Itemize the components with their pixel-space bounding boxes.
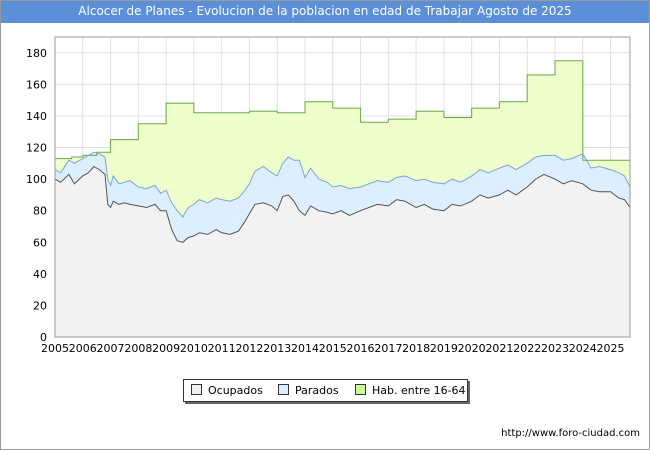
x-tick-label-2012: 2012 bbox=[235, 342, 263, 355]
y-tick-label-80: 80 bbox=[33, 205, 47, 218]
x-tick-label-2018: 2018 bbox=[402, 342, 430, 355]
y-tick-label-120: 120 bbox=[26, 142, 47, 155]
title-bar: Alcocer de Planes - Evolucion de la pobl… bbox=[1, 1, 649, 23]
y-tick-label-160: 160 bbox=[26, 78, 47, 91]
x-tick-label-2021: 2021 bbox=[485, 342, 513, 355]
legend-item-ocupados: Ocupados bbox=[191, 384, 263, 397]
legend-swatch-parados bbox=[278, 384, 289, 395]
x-tick-label-2022: 2022 bbox=[513, 342, 541, 355]
x-tick-label-2006: 2006 bbox=[69, 342, 97, 355]
y-tick-label-100: 100 bbox=[26, 173, 47, 186]
legend-label-parados: Parados bbox=[295, 384, 339, 397]
x-tick-label-2017: 2017 bbox=[374, 342, 402, 355]
legend-item-parados: Parados bbox=[278, 384, 339, 397]
y-tick-label-140: 140 bbox=[26, 110, 47, 123]
x-tick-label-2023: 2023 bbox=[541, 342, 569, 355]
legend-swatch-ocupados bbox=[191, 384, 202, 395]
x-tick-label-2015: 2015 bbox=[319, 342, 347, 355]
x-tick-label-2024: 2024 bbox=[569, 342, 597, 355]
legend-label-hab: Hab. entre 16-64 bbox=[372, 384, 466, 397]
hab-line bbox=[55, 60, 630, 161]
legend-swatch-hab bbox=[355, 384, 366, 395]
chart-title: Alcocer de Planes - Evolucion de la pobl… bbox=[78, 4, 572, 18]
x-tick-label-2016: 2016 bbox=[347, 342, 375, 355]
y-tick-label-40: 40 bbox=[33, 268, 47, 281]
ocupados-area bbox=[55, 166, 630, 337]
source-url: http://www.foro-ciudad.com bbox=[501, 428, 640, 439]
ocupados-line bbox=[54, 165, 631, 243]
x-tick-label-2009: 2009 bbox=[152, 342, 180, 355]
y-tick-label-180: 180 bbox=[26, 47, 47, 60]
y-tick-label-0: 0 bbox=[40, 331, 47, 344]
x-tick-label-2010: 2010 bbox=[180, 342, 208, 355]
x-tick-label-2025: 2025 bbox=[597, 342, 625, 355]
x-tick-label-2007: 2007 bbox=[97, 342, 125, 355]
y-tick-label-20: 20 bbox=[33, 299, 47, 312]
legend-item-hab: Hab. entre 16-64 bbox=[355, 384, 466, 397]
legend: Ocupados Parados Hab. entre 16-64 bbox=[183, 379, 468, 402]
x-tick-label-2013: 2013 bbox=[263, 342, 291, 355]
y-tick-label-60: 60 bbox=[33, 236, 47, 249]
x-tick-label-2005: 2005 bbox=[41, 342, 69, 355]
plot-border bbox=[54, 36, 631, 338]
legend-label-ocupados: Ocupados bbox=[208, 384, 263, 397]
x-tick-label-2014: 2014 bbox=[291, 342, 319, 355]
x-tick-label-2019: 2019 bbox=[430, 342, 458, 355]
parados-line bbox=[54, 151, 631, 218]
x-tick-label-2008: 2008 bbox=[124, 342, 152, 355]
x-tick-label-2020: 2020 bbox=[458, 342, 486, 355]
x-tick-label-2011: 2011 bbox=[208, 342, 236, 355]
